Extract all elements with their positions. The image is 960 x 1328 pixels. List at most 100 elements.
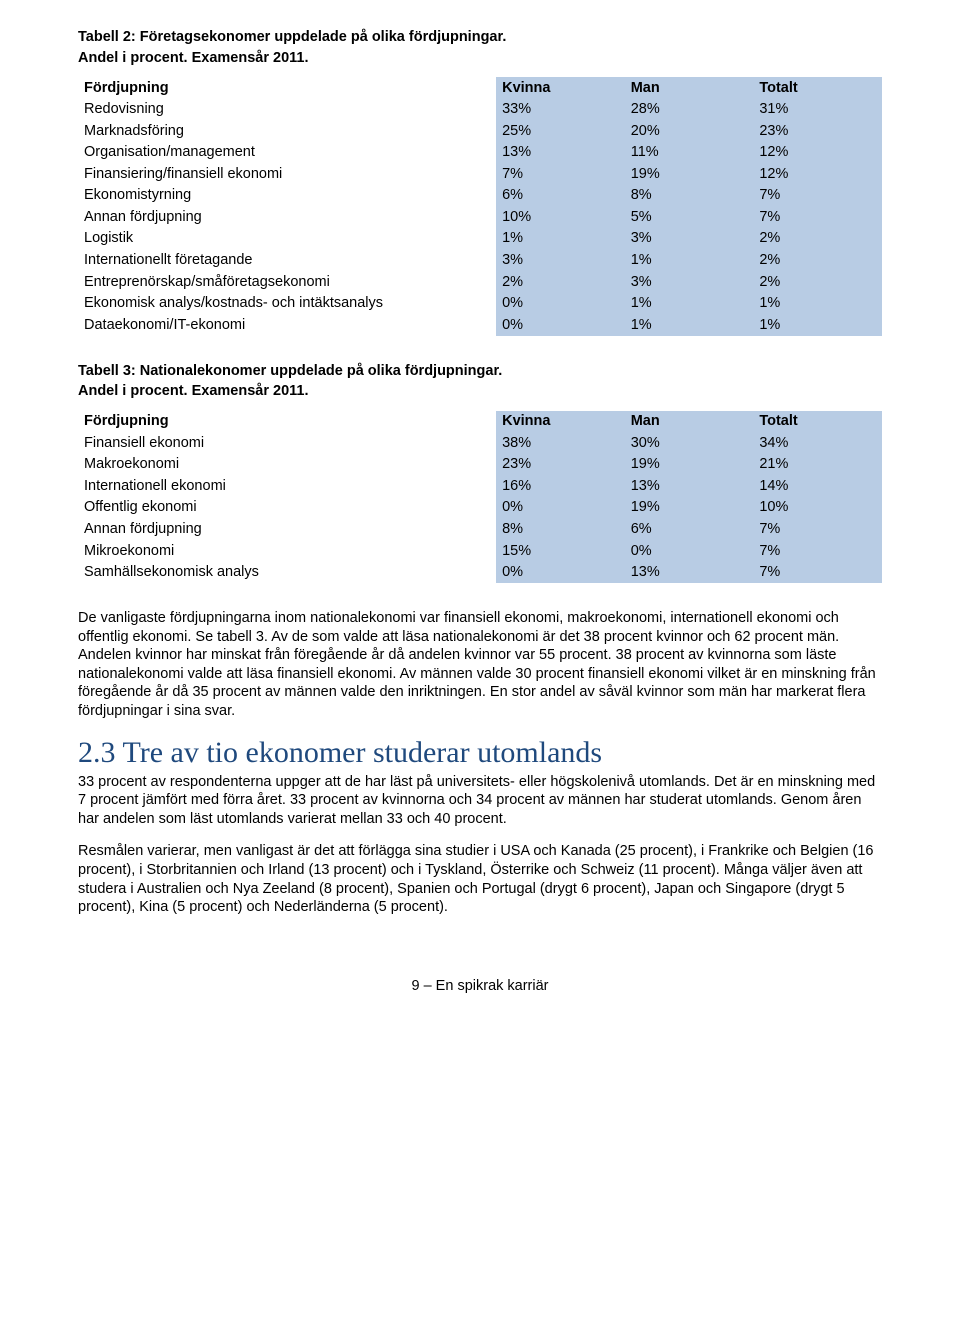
row-value: 13% xyxy=(625,562,754,584)
row-value: 12% xyxy=(753,142,882,164)
row-value: 2% xyxy=(753,271,882,293)
row-value: 11% xyxy=(625,142,754,164)
table2-header-label: Fördjupning xyxy=(78,77,496,99)
row-value: 33% xyxy=(496,99,625,121)
row-value: 8% xyxy=(496,518,625,540)
table3-header-totalt: Totalt xyxy=(753,411,882,433)
row-label: Finansiell ekonomi xyxy=(78,432,496,454)
table-row: Makroekonomi23%19%21% xyxy=(78,454,882,476)
row-label: Marknadsföring xyxy=(78,120,496,142)
row-value: 38% xyxy=(496,432,625,454)
table-row: Mikroekonomi15%0%7% xyxy=(78,540,882,562)
row-value: 3% xyxy=(625,271,754,293)
section-heading-2-3: 2.3 Tre av tio ekonomer studerar utomlan… xyxy=(78,734,882,772)
row-value: 25% xyxy=(496,120,625,142)
table-row: Marknadsföring25%20%23% xyxy=(78,120,882,142)
table-row: Finansiering/finansiell ekonomi7%19%12% xyxy=(78,163,882,185)
row-value: 31% xyxy=(753,99,882,121)
row-label: Logistik xyxy=(78,228,496,250)
row-value: 19% xyxy=(625,163,754,185)
row-value: 0% xyxy=(496,293,625,315)
row-value: 6% xyxy=(496,185,625,207)
row-value: 10% xyxy=(753,497,882,519)
row-value: 7% xyxy=(753,185,882,207)
row-value: 30% xyxy=(625,432,754,454)
table-row: Ekonomisk analys/kostnads- och intäktsan… xyxy=(78,293,882,315)
row-value: 7% xyxy=(753,518,882,540)
table-row: Entreprenörskap/småföretagsekonomi2%3%2% xyxy=(78,271,882,293)
row-value: 1% xyxy=(753,293,882,315)
row-value: 1% xyxy=(625,293,754,315)
table2-subtitle: Andel i procent. Examensår 2011. xyxy=(78,49,882,68)
row-value: 1% xyxy=(753,314,882,336)
row-value: 23% xyxy=(496,454,625,476)
row-label: Samhällsekonomisk analys xyxy=(78,562,496,584)
row-value: 8% xyxy=(625,185,754,207)
table3-title: Tabell 3: Nationalekonomer uppdelade på … xyxy=(78,362,882,381)
row-value: 5% xyxy=(625,206,754,228)
row-value: 3% xyxy=(496,249,625,271)
row-label: Entreprenörskap/småföretagsekonomi xyxy=(78,271,496,293)
row-value: 2% xyxy=(753,228,882,250)
table2-title: Tabell 2: Företagsekonomer uppdelade på … xyxy=(78,28,882,47)
row-value: 2% xyxy=(753,249,882,271)
row-value: 21% xyxy=(753,454,882,476)
table2-header-row: Fördjupning Kvinna Man Totalt xyxy=(78,77,882,99)
row-value: 3% xyxy=(625,228,754,250)
row-value: 7% xyxy=(753,562,882,584)
row-label: Finansiering/finansiell ekonomi xyxy=(78,163,496,185)
table-row: Dataekonomi/IT-ekonomi0%1%1% xyxy=(78,314,882,336)
row-value: 28% xyxy=(625,99,754,121)
row-value: 16% xyxy=(496,475,625,497)
row-label: Internationellt företagande xyxy=(78,249,496,271)
row-value: 1% xyxy=(496,228,625,250)
table3-subtitle: Andel i procent. Examensår 2011. xyxy=(78,382,882,401)
row-value: 19% xyxy=(625,454,754,476)
row-value: 14% xyxy=(753,475,882,497)
row-label: Mikroekonomi xyxy=(78,540,496,562)
table-row: Internationell ekonomi16%13%14% xyxy=(78,475,882,497)
row-value: 34% xyxy=(753,432,882,454)
row-value: 7% xyxy=(496,163,625,185)
row-value: 2% xyxy=(496,271,625,293)
table-row: Annan fördjupning8%6%7% xyxy=(78,518,882,540)
row-value: 7% xyxy=(753,540,882,562)
row-value: 1% xyxy=(625,249,754,271)
table-row: Samhällsekonomisk analys0%13%7% xyxy=(78,562,882,584)
paragraph-3: Resmålen varierar, men vanligast är det … xyxy=(78,842,882,916)
row-value: 10% xyxy=(496,206,625,228)
table3-header-label: Fördjupning xyxy=(78,411,496,433)
row-value: 0% xyxy=(496,562,625,584)
table2-header-man: Man xyxy=(625,77,754,99)
row-label: Dataekonomi/IT-ekonomi xyxy=(78,314,496,336)
row-label: Organisation/management xyxy=(78,142,496,164)
row-value: 6% xyxy=(625,518,754,540)
table-row: Finansiell ekonomi38%30%34% xyxy=(78,432,882,454)
row-label: Annan fördjupning xyxy=(78,518,496,540)
row-value: 19% xyxy=(625,497,754,519)
paragraph-2: 33 procent av respondenterna uppger att … xyxy=(78,773,882,829)
row-value: 0% xyxy=(496,497,625,519)
paragraph-1: De vanligaste fördjupningarna inom natio… xyxy=(78,609,882,720)
table-row: Organisation/management13%11%12% xyxy=(78,142,882,164)
row-value: 13% xyxy=(625,475,754,497)
row-value: 7% xyxy=(753,206,882,228)
row-label: Makroekonomi xyxy=(78,454,496,476)
table2-header-kvinna: Kvinna xyxy=(496,77,625,99)
row-value: 0% xyxy=(625,540,754,562)
row-label: Internationell ekonomi xyxy=(78,475,496,497)
row-value: 1% xyxy=(625,314,754,336)
row-value: 13% xyxy=(496,142,625,164)
table3-header-kvinna: Kvinna xyxy=(496,411,625,433)
table-row: Annan fördjupning10%5%7% xyxy=(78,206,882,228)
table-row: Redovisning33%28%31% xyxy=(78,99,882,121)
table2-header-totalt: Totalt xyxy=(753,77,882,99)
table-row: Offentlig ekonomi0%19%10% xyxy=(78,497,882,519)
page-footer: 9 – En spikrak karriär xyxy=(78,977,882,996)
table2: Fördjupning Kvinna Man Totalt Redovisnin… xyxy=(78,77,882,336)
table3-header-man: Man xyxy=(625,411,754,433)
row-label: Annan fördjupning xyxy=(78,206,496,228)
table-row: Ekonomistyrning6%8%7% xyxy=(78,185,882,207)
row-label: Offentlig ekonomi xyxy=(78,497,496,519)
row-value: 23% xyxy=(753,120,882,142)
